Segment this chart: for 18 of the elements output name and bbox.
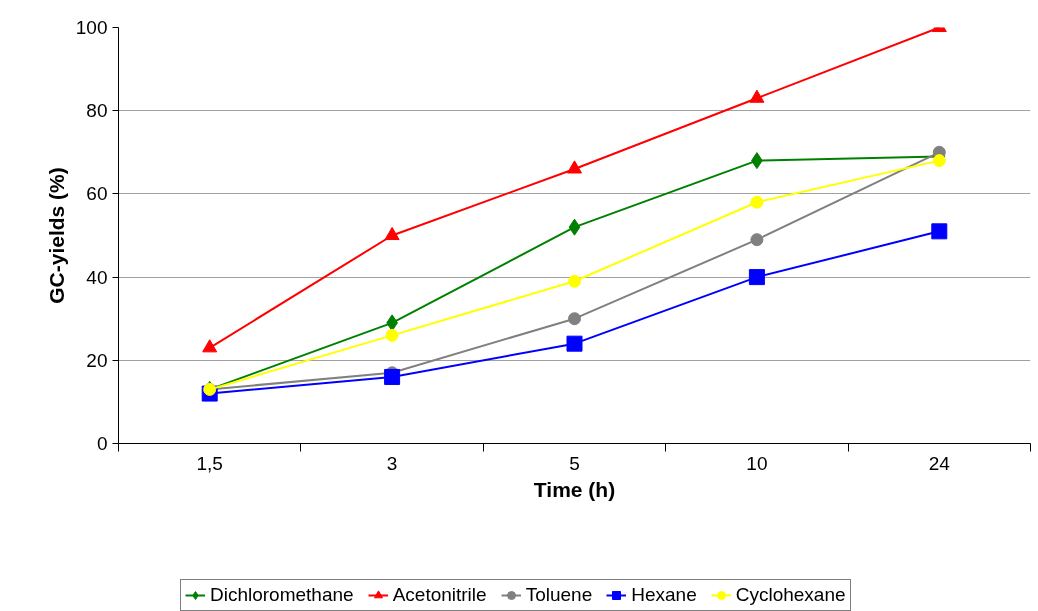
x-tick-label: 3 (386, 452, 398, 474)
y-axis-title: GC-yields (%) (44, 167, 68, 304)
y-tick-label: 80 (86, 100, 108, 122)
y-tick-label: 100 (75, 17, 108, 38)
legend-label: Cyclohexane (735, 584, 846, 606)
legend-label: Acetonitrile (392, 584, 487, 606)
y-tick-label: 0 (96, 433, 108, 454)
y-tick-label: 20 (86, 349, 108, 371)
legend-label: Hexane (631, 584, 697, 606)
x-tick-label: 10 (746, 452, 768, 474)
y-tick-label: 60 (86, 183, 108, 205)
x-axis-title: Time (h) (533, 477, 616, 501)
legend-label: Toluene (525, 584, 593, 606)
x-tick-label: 1,5 (196, 452, 223, 474)
x-tick-label: 24 (928, 452, 951, 474)
x-tick-label: 5 (569, 452, 580, 474)
legend-label: Dichloromethane (210, 584, 354, 606)
y-tick-label: 40 (86, 266, 108, 288)
